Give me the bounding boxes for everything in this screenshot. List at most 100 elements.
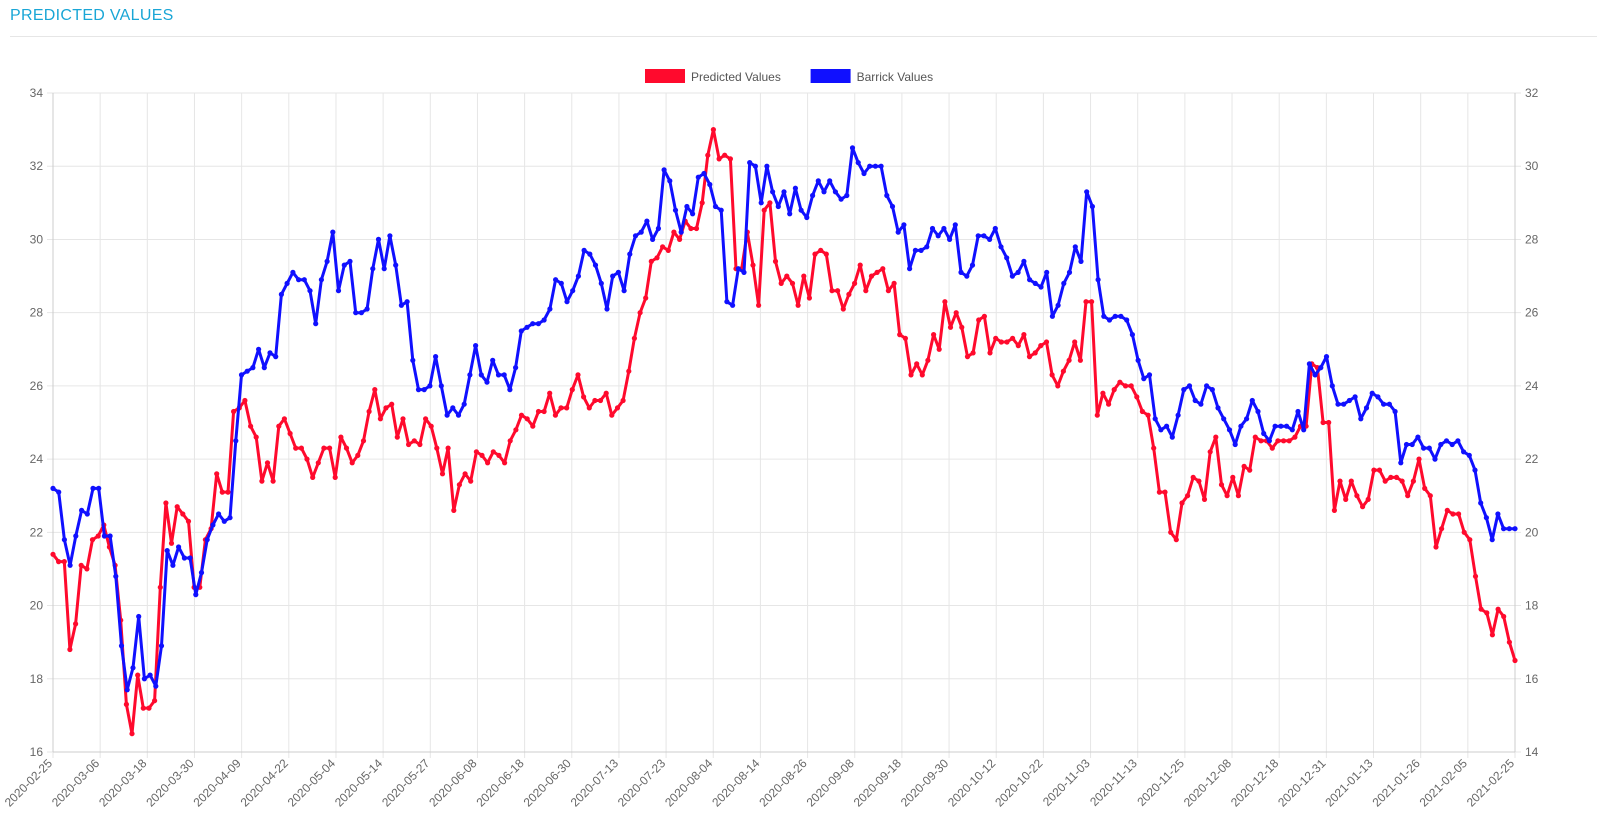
data-point[interactable] [1337, 478, 1343, 484]
data-point[interactable] [1094, 412, 1100, 418]
data-point[interactable] [1049, 372, 1055, 378]
data-point[interactable] [270, 478, 276, 484]
data-point[interactable] [586, 405, 592, 411]
data-point[interactable] [375, 236, 382, 242]
data-point[interactable] [276, 423, 282, 429]
data-point[interactable] [868, 273, 875, 279]
data-point[interactable] [1049, 313, 1055, 319]
data-point[interactable] [180, 511, 186, 517]
data-point[interactable] [253, 434, 259, 440]
data-point[interactable] [163, 500, 169, 506]
data-point[interactable] [929, 225, 936, 232]
data-point[interactable] [261, 365, 267, 371]
data-point[interactable] [558, 405, 564, 411]
data-point[interactable] [404, 299, 410, 305]
data-point[interactable] [227, 515, 233, 521]
data-point[interactable] [1392, 408, 1398, 415]
data-point[interactable] [1224, 493, 1230, 499]
data-point[interactable] [1198, 401, 1204, 407]
data-point[interactable] [1318, 365, 1324, 371]
data-point[interactable] [231, 408, 237, 415]
data-point[interactable] [621, 288, 627, 294]
data-point[interactable] [931, 332, 937, 338]
data-point[interactable] [1084, 189, 1090, 195]
data-point[interactable] [1478, 500, 1484, 506]
data-point[interactable] [936, 346, 942, 352]
data-point[interactable] [604, 306, 610, 312]
data-point[interactable] [575, 372, 581, 378]
data-point[interactable] [1066, 269, 1073, 275]
data-point[interactable] [267, 350, 273, 356]
data-point[interactable] [665, 247, 671, 253]
data-point[interactable] [597, 397, 604, 404]
data-point[interactable] [1409, 441, 1415, 448]
data-point[interactable] [632, 233, 639, 239]
data-point[interactable] [1010, 335, 1016, 341]
data-point[interactable] [56, 559, 62, 565]
data-point[interactable] [298, 445, 304, 451]
data-point[interactable] [219, 489, 225, 495]
data-point[interactable] [1421, 445, 1427, 451]
data-point[interactable] [1371, 467, 1377, 473]
data-point[interactable] [490, 357, 496, 363]
data-point[interactable] [315, 460, 321, 466]
data-point[interactable] [792, 185, 799, 191]
data-point[interactable] [1433, 544, 1439, 550]
data-point[interactable] [1186, 383, 1193, 389]
data-point[interactable] [140, 705, 146, 711]
data-point[interactable] [1209, 387, 1215, 393]
data-point[interactable] [818, 247, 824, 253]
data-point[interactable] [216, 511, 222, 517]
data-point[interactable] [1221, 416, 1227, 422]
data-point[interactable] [1100, 390, 1106, 396]
data-point[interactable] [1393, 474, 1400, 480]
data-point[interactable] [1292, 434, 1298, 440]
data-point[interactable] [107, 533, 113, 539]
data-point[interactable] [468, 478, 474, 484]
data-point[interactable] [1111, 387, 1117, 393]
data-point[interactable] [1192, 397, 1198, 404]
data-point[interactable] [349, 460, 355, 466]
data-point[interactable] [998, 244, 1004, 250]
data-point[interactable] [1369, 390, 1375, 396]
data-point[interactable] [56, 489, 62, 495]
data-point[interactable] [1295, 408, 1301, 415]
data-point[interactable] [587, 251, 593, 257]
data-point[interactable] [381, 266, 387, 272]
data-point[interactable] [221, 518, 227, 524]
data-point[interactable] [547, 306, 553, 312]
data-point[interactable] [959, 324, 965, 330]
data-point[interactable] [1146, 372, 1153, 378]
data-point[interactable] [1341, 401, 1347, 407]
data-point[interactable] [815, 178, 821, 184]
data-point[interactable] [136, 613, 142, 620]
data-point[interactable] [1281, 438, 1287, 444]
data-point[interactable] [1230, 474, 1236, 480]
data-point[interactable] [699, 200, 705, 206]
data-point[interactable] [1484, 610, 1490, 616]
data-point[interactable] [671, 229, 677, 235]
data-point[interactable] [518, 412, 525, 418]
data-point[interactable] [849, 145, 856, 151]
data-point[interactable] [451, 507, 457, 513]
data-point[interactable] [1478, 606, 1484, 612]
data-point[interactable] [1301, 427, 1307, 433]
data-point[interactable] [1021, 258, 1027, 264]
data-point[interactable] [855, 160, 861, 166]
data-point[interactable] [301, 277, 307, 283]
data-point[interactable] [857, 262, 863, 268]
data-point[interactable] [1083, 299, 1089, 305]
data-point[interactable] [1196, 478, 1202, 484]
data-point[interactable] [598, 280, 604, 286]
data-point[interactable] [1365, 496, 1371, 502]
data-point[interactable] [1015, 269, 1021, 275]
data-point[interactable] [626, 368, 632, 374]
data-point[interactable] [428, 423, 434, 429]
data-point[interactable] [281, 416, 287, 422]
data-point[interactable] [389, 401, 395, 407]
data-point[interactable] [942, 299, 948, 305]
data-point[interactable] [423, 416, 429, 422]
data-point[interactable] [1117, 379, 1123, 385]
data-point[interactable] [1272, 423, 1278, 429]
data-point[interactable] [1278, 423, 1284, 429]
